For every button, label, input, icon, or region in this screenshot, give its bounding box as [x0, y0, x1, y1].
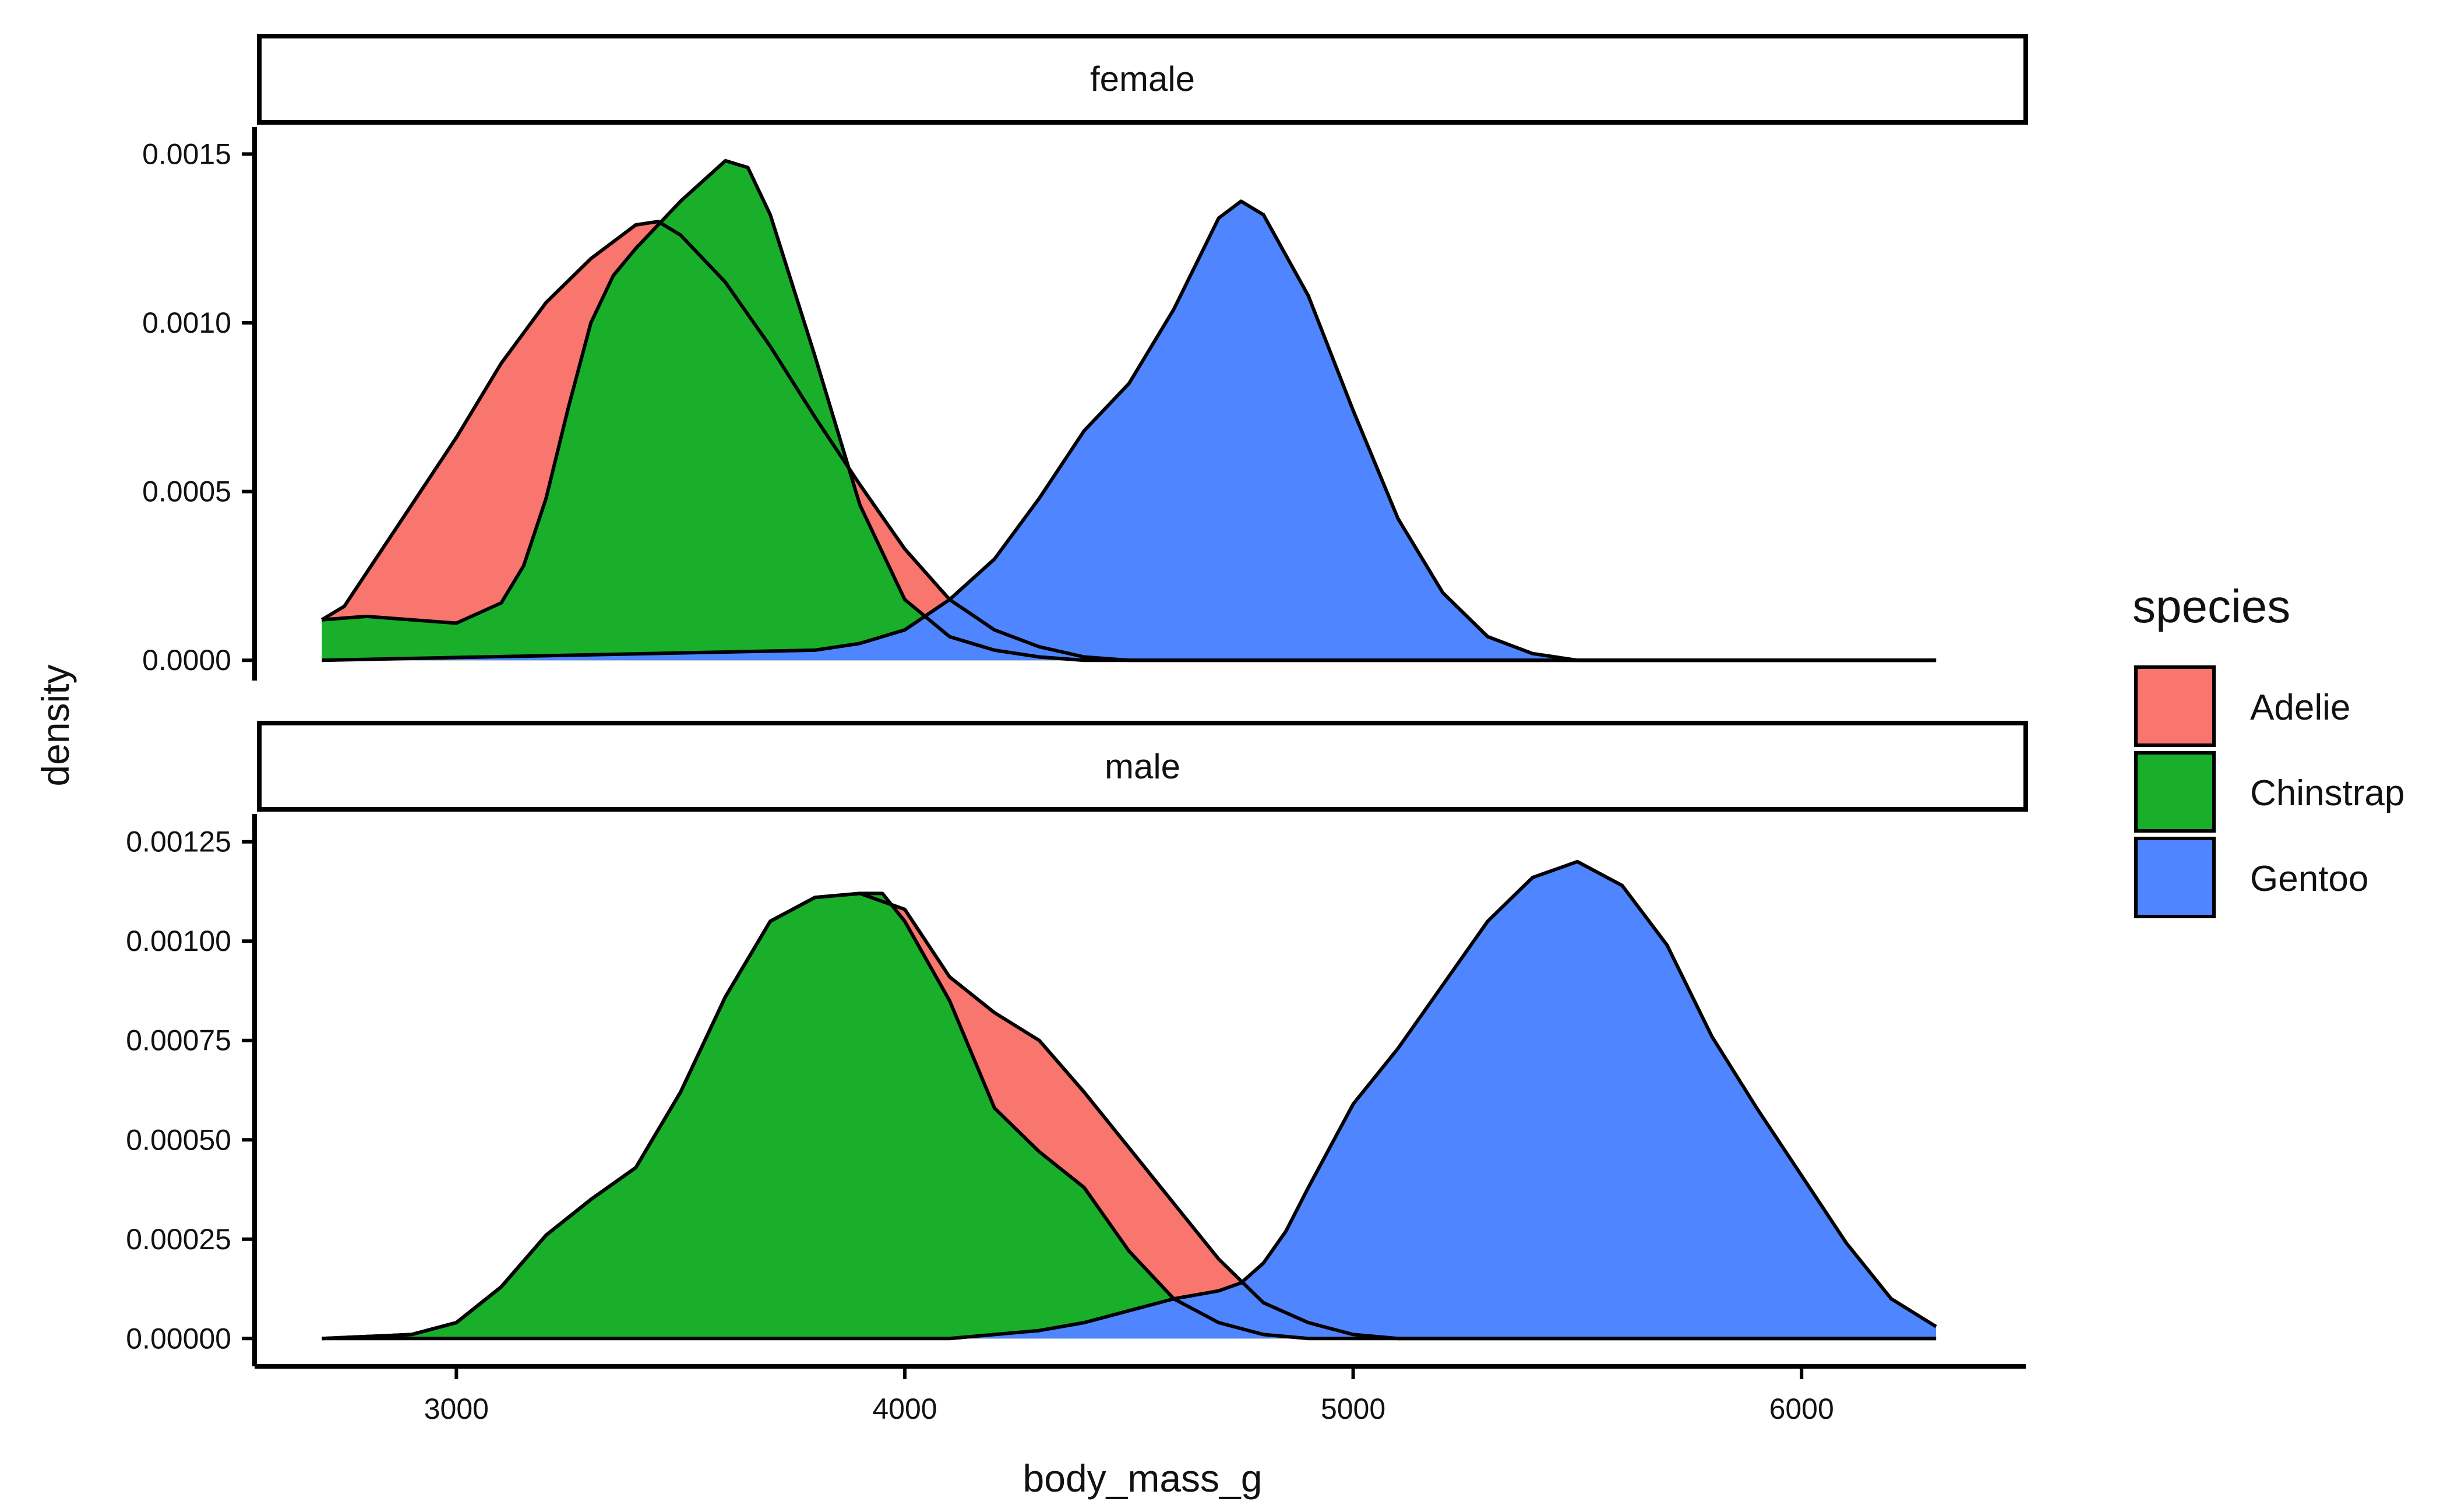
- y-tick-label-male: 0.00075: [126, 1024, 231, 1057]
- y-tick-label-female: 0.0010: [142, 306, 231, 339]
- x-axis: 3000 4000 5000 6000: [255, 1364, 2026, 1425]
- legend-label-chinstrap: Chinstrap: [2250, 773, 2404, 813]
- x-tick-label: 6000: [1769, 1393, 1834, 1425]
- density-areas-female: [320, 158, 1937, 662]
- legend: species Adelie Chinstrap Gentoo: [2132, 580, 2404, 918]
- density-area-gentoo-female: [322, 201, 1937, 661]
- y-tick-label-female: 0.0005: [142, 475, 231, 508]
- strip-male: [257, 721, 2028, 812]
- density-outline-gentoo-female: [322, 199, 1937, 662]
- y-tick-label-female: 0.0015: [142, 138, 231, 170]
- legend-label-adelie: Adelie: [2250, 688, 2350, 728]
- legend-key-gentoo: [2134, 837, 2216, 918]
- y-axis-male: 0.00000 0.00025 0.00050 0.00075 0.00100 0.001…: [126, 814, 257, 1366]
- density-area-gentoo-male: [322, 861, 1937, 1339]
- legend-key-chinstrap: [2134, 751, 2216, 833]
- y-tick-label-male: 0.00000: [126, 1322, 231, 1355]
- y-axis-female: 0.0000 0.0005 0.0010 0.0015: [142, 127, 257, 681]
- legend-label-gentoo: Gentoo: [2250, 859, 2368, 899]
- y-axis-title: density: [34, 664, 77, 786]
- legend-key-adelie: [2134, 665, 2216, 747]
- density-outline-gentoo-male: [322, 859, 1937, 1341]
- y-tick-label-male: 0.00050: [126, 1123, 231, 1156]
- facet-male: male 0.00000 0.00025 0.00050 0.00075 0.00100…: [126, 721, 2028, 1366]
- facet-female: female 0.0000 0.0005 0.0010 0.0015: [142, 34, 2028, 681]
- density-area-chinstrap-male: [322, 893, 1937, 1339]
- strip-female: [257, 34, 2028, 125]
- legend-items: Adelie Chinstrap Gentoo: [2134, 665, 2404, 918]
- y-tick-label-male: 0.00025: [126, 1223, 231, 1256]
- density-area-chinstrap-female: [322, 160, 1937, 661]
- x-tick-label: 5000: [1321, 1393, 1385, 1425]
- density-outline-chinstrap-male: [322, 891, 1937, 1341]
- strip-label-male: male: [1105, 747, 1180, 786]
- y-tick-label-male: 0.00100: [126, 925, 231, 957]
- x-tick-label: 4000: [872, 1393, 937, 1425]
- density-areas-male: [322, 859, 1937, 1341]
- legend-title: species: [2132, 580, 2290, 632]
- x-tick-label: 3000: [424, 1393, 489, 1425]
- y-tick-label-female: 0.0000: [142, 644, 231, 676]
- y-tick-label-male: 0.00125: [126, 826, 231, 858]
- density-outline-chinstrap-female: [322, 158, 1937, 662]
- strip-label-female: female: [1090, 59, 1195, 98]
- density-outline-adelie-female: [320, 220, 1937, 662]
- x-axis-title: body_mass_g: [1023, 1457, 1263, 1500]
